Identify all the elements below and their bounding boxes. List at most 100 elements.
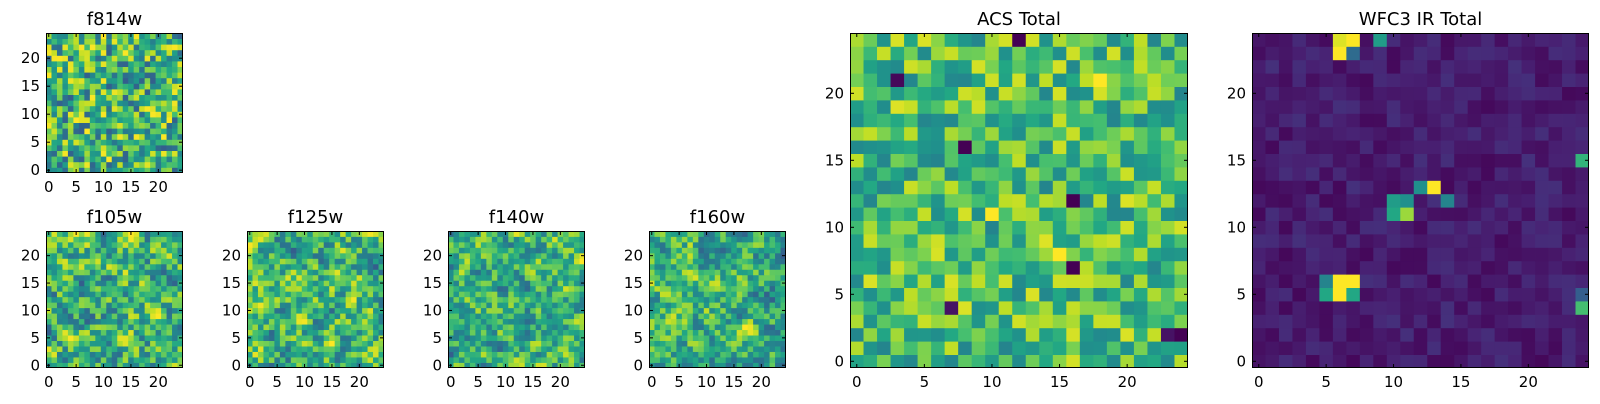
heatmap-cell [720, 231, 727, 237]
heatmap-cell [736, 357, 743, 363]
heatmap-cell [497, 329, 504, 336]
heatmap-cell [133, 156, 140, 163]
heatmap-cell [1427, 207, 1442, 221]
heatmap-cell [579, 302, 585, 309]
heatmap-cell [51, 128, 58, 135]
heatmap-cell [519, 247, 526, 254]
heatmap-cell [681, 329, 688, 336]
heatmap-cell [117, 302, 124, 309]
heatmap-cell [268, 241, 275, 248]
heatmap-cell [155, 280, 162, 287]
heatmap-cell [1079, 234, 1094, 248]
heatmap-cell [742, 280, 749, 287]
heatmap-cell [714, 274, 721, 281]
heatmap-cell [1535, 193, 1549, 208]
heatmap-cell [345, 329, 352, 336]
heatmap-cell [1373, 207, 1388, 221]
heatmap-cell [1521, 301, 1536, 315]
heatmap-cell [687, 252, 694, 259]
heatmap-cell [758, 346, 765, 352]
heatmap-cell [877, 46, 891, 61]
heatmap-cell [89, 133, 96, 140]
heatmap-cell [659, 307, 666, 314]
heatmap-cell [46, 357, 52, 363]
heatmap-cell [334, 335, 341, 341]
heatmap-cell [312, 247, 319, 254]
heatmap-cell [84, 329, 91, 336]
heatmap-cell [362, 357, 368, 363]
heatmap-cell [1508, 234, 1522, 248]
heatmap-cell [1052, 126, 1067, 141]
heatmap-cell [51, 122, 58, 129]
heatmap-cell [574, 236, 580, 243]
heatmap-cell [367, 340, 374, 347]
heatmap-cell [753, 362, 759, 368]
heatmap-cell [78, 362, 85, 368]
heatmap-cell [378, 263, 384, 270]
heatmap-cell [1052, 234, 1067, 248]
heatmap-cell [100, 247, 107, 254]
heatmap-cell [703, 351, 710, 358]
heatmap-cell [1025, 207, 1040, 221]
heatmap-cell [378, 269, 384, 276]
heatmap-cell [117, 150, 124, 157]
heatmap-cell [742, 357, 749, 363]
heatmap-cell [863, 220, 878, 235]
heatmap-cell [731, 302, 738, 309]
heatmap-cell [117, 94, 124, 101]
heatmap-cell [89, 49, 96, 56]
heatmap-cell [144, 128, 151, 135]
heatmap-cell [780, 313, 786, 320]
y-tick-label: 15 [222, 274, 241, 292]
heatmap-cell [356, 274, 363, 281]
heatmap-cell [139, 236, 146, 243]
heatmap-cell [285, 285, 292, 292]
heatmap-cell [89, 329, 96, 336]
heatmap-cell [508, 236, 515, 243]
heatmap-cell [106, 247, 113, 254]
heatmap-cell [850, 247, 864, 262]
heatmap-cell [1562, 287, 1576, 302]
heatmap-cell [513, 291, 520, 298]
heatmap-cell [958, 46, 973, 61]
heatmap-cell [1575, 247, 1589, 262]
heatmap-cell [1305, 260, 1320, 275]
heatmap-cell [475, 318, 482, 325]
heatmap-cell [78, 231, 85, 237]
heatmap-cell [568, 269, 575, 276]
heatmap-cell [720, 285, 727, 292]
heatmap-cell [676, 302, 683, 309]
heatmap-cell [557, 274, 564, 281]
heatmap-cell [51, 89, 58, 95]
heatmap-cell [775, 324, 781, 331]
heatmap-cell [133, 128, 140, 135]
heatmap-cell [944, 260, 959, 275]
heatmap-cell [84, 313, 91, 320]
heatmap-cell [497, 263, 504, 270]
heatmap-cell [998, 354, 1013, 368]
heatmap-cell [268, 324, 275, 331]
heatmap-cell [1066, 59, 1081, 74]
heatmap-cell [574, 335, 580, 341]
heatmap-cell [944, 33, 959, 47]
heatmap-cell [56, 351, 63, 358]
heatmap-cell [931, 354, 946, 368]
heatmap-cell [676, 241, 683, 248]
heatmap-cell [257, 329, 264, 336]
heatmap-cell [351, 324, 357, 331]
heatmap-cell [698, 258, 705, 265]
heatmap-cell [1575, 274, 1589, 288]
heatmap-cell [351, 280, 357, 287]
heatmap-cell [367, 307, 374, 314]
y-tick-label: 15 [21, 274, 40, 292]
heatmap-cell [89, 324, 96, 331]
heatmap-cell [546, 241, 553, 248]
heatmap-cell [1039, 180, 1054, 195]
heatmap-cell [351, 236, 357, 243]
heatmap-cell [579, 313, 585, 320]
heatmap-cell [111, 167, 118, 173]
heatmap-cell [84, 252, 91, 259]
heatmap-cell [775, 340, 781, 347]
